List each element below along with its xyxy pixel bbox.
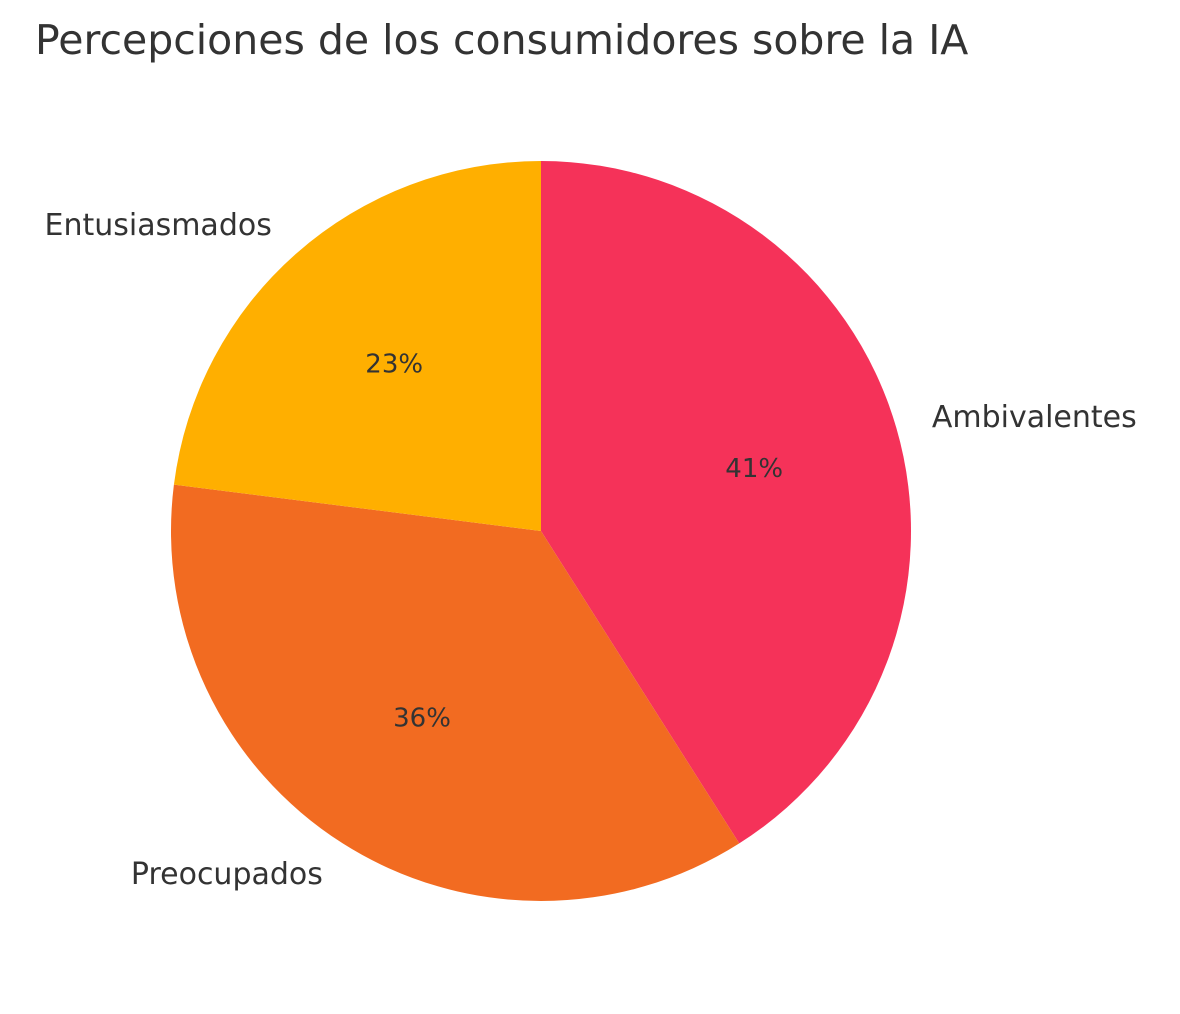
slice-percent-label: 36%: [393, 703, 451, 733]
pie-slice-entusiasmados: [173, 161, 542, 531]
labels: Ambivalentes 41% Preocupados 36% Entusiasmad…: [44, 208, 1136, 892]
pie-slice-ambivalentes: [541, 161, 911, 844]
slice-label: Preocupados: [131, 857, 323, 892]
slice-percent-label: 23%: [365, 349, 423, 379]
slice-label: Ambivalentes: [932, 400, 1137, 435]
pie-slice-preocupados: [171, 484, 740, 901]
chart-title: Percepciones de los consumidores sobre l…: [35, 16, 968, 64]
slices: [171, 161, 911, 901]
slice-label: Entusiasmados: [44, 208, 271, 243]
slice-percent-label: 41%: [725, 454, 783, 484]
